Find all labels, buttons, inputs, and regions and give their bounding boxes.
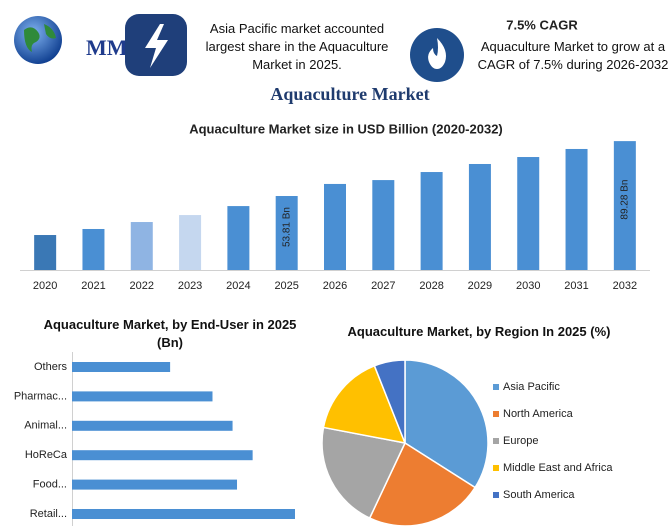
x-tick-label: 2028 [419,280,443,292]
y-tick-label: Pharmac... [14,390,67,402]
y-tick-label: Animal... [24,420,67,432]
note-right: Aquaculture Market to grow at a CAGR of … [477,39,669,72]
x-tick-label: 2027 [371,280,395,292]
hbar-title: Aquaculture Market, by End-User in 2025 … [43,317,297,350]
chart-title: Aquaculture Market size in USD Billion (… [189,121,503,136]
bar [72,450,253,461]
legend-marker [493,465,499,471]
bar [420,172,443,270]
cagr-title: 7.5% CAGR [506,17,578,32]
bar [72,479,238,490]
lightning-icon [145,24,168,68]
legend-marker [493,438,499,444]
bar [82,228,105,270]
bar [275,196,298,270]
bar [468,163,491,270]
bar [72,509,295,519]
pie-slice [321,426,407,520]
x-tick-label: 2032 [613,280,637,292]
bar [613,141,636,270]
legend-label: Middle East and Africa [503,462,613,474]
bar [517,157,540,270]
legend-marker [493,411,499,417]
x-tick-label: 2020 [33,280,57,292]
flame-icon [428,38,446,69]
y-tick-label: Retail... [30,508,67,520]
bar [72,391,213,402]
bar [565,148,588,270]
icon-circle [410,28,464,82]
pie-slice [322,364,407,444]
value-label: 89.28 Bn [619,180,630,220]
legend-marker [493,492,499,498]
x-tick-label: 2023 [178,280,202,292]
legend-label: Europe [503,435,538,447]
note-left: Asia Pacific market accounted largest sh… [205,21,389,72]
bar [72,420,233,431]
x-tick-label: 2026 [323,280,347,292]
legend-marker [493,384,499,390]
x-tick-label: 2024 [226,280,250,292]
pie-title: Aquaculture Market, by Region In 2025 (%… [347,324,611,339]
bar [130,222,153,270]
bar [72,362,171,372]
pie-slice [373,359,406,444]
bar [372,180,395,270]
x-tick-label: 2022 [130,280,154,292]
y-tick-label: Others [34,361,68,373]
x-tick-label: 2025 [274,280,298,292]
x-tick-label: 2031 [564,280,588,292]
bar [179,215,202,270]
bar [324,183,346,270]
x-tick-label: 2030 [516,280,540,292]
legend-label: Asia Pacific [503,381,560,393]
main-title: Aquaculture Market [270,84,429,104]
logo-land [24,24,56,52]
legend-label: North America [503,408,574,420]
bar [227,206,250,270]
bar [34,235,57,270]
x-tick-label: 2021 [81,280,105,292]
value-label: 53.81 Bn [281,207,292,247]
y-tick-label: HoReCa [25,449,68,461]
legend-label: South America [503,489,575,501]
y-tick-label: Food... [33,479,67,491]
x-tick-label: 2029 [468,280,492,292]
